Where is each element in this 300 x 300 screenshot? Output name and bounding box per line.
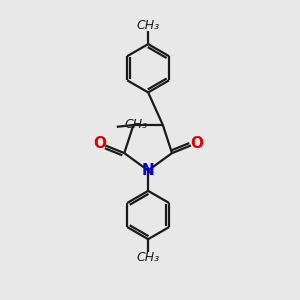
Text: CH₃: CH₃ [124, 118, 147, 131]
Text: O: O [93, 136, 106, 151]
Text: N: N [142, 163, 155, 178]
Text: O: O [190, 136, 203, 151]
Text: CH₃: CH₃ [136, 251, 160, 264]
Text: CH₃: CH₃ [136, 19, 160, 32]
